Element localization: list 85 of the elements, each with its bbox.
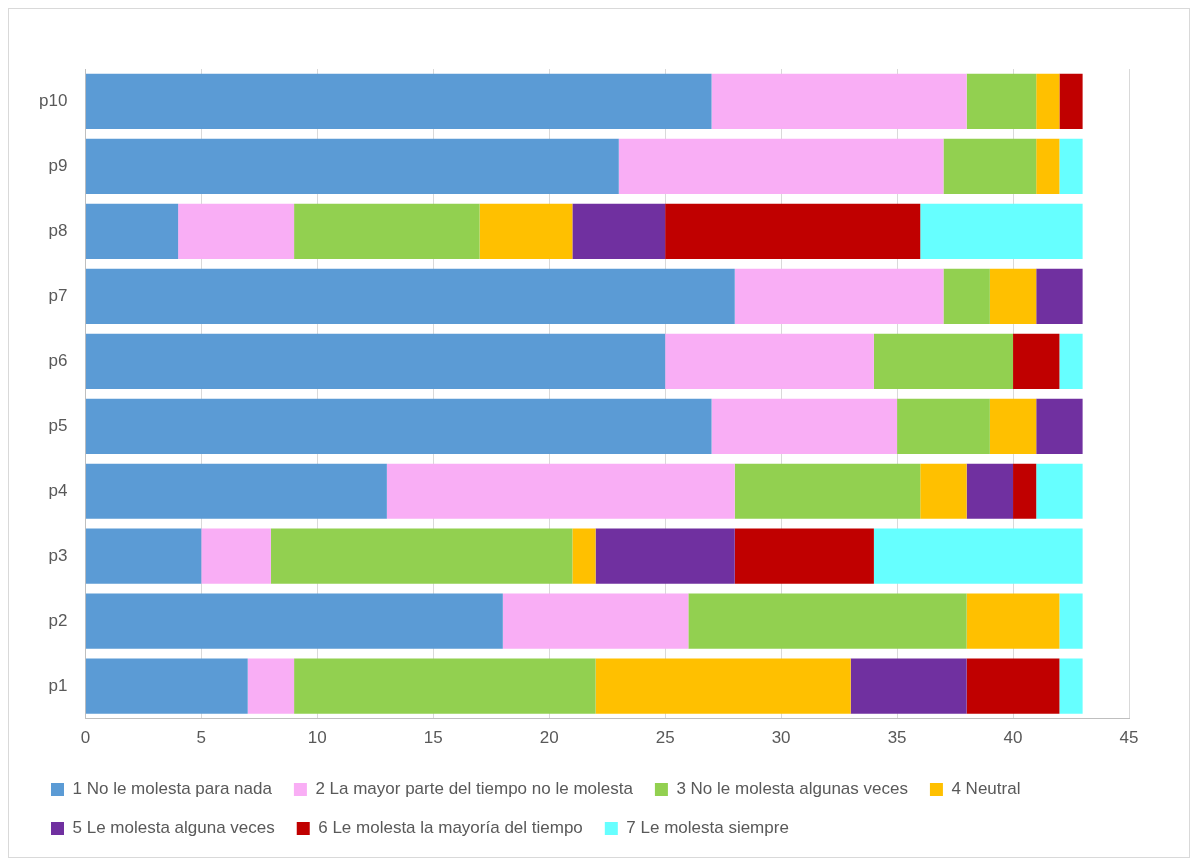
bar	[85, 658, 248, 714]
bar	[85, 398, 712, 454]
legend-label: 6 Le molesta la mayoría del tiempo	[318, 818, 583, 838]
bar	[688, 593, 967, 649]
legend-label: 4 Neutral	[951, 779, 1021, 799]
bar	[294, 203, 480, 260]
bar	[85, 73, 712, 130]
bar	[711, 73, 967, 130]
legend-label: 1 No le molesta para nada	[72, 779, 273, 799]
x-tick-label: 45	[1119, 728, 1139, 748]
y-tick-label: p2	[48, 610, 68, 630]
bar	[1036, 268, 1083, 324]
bar	[897, 398, 990, 454]
bar	[85, 333, 666, 389]
bar	[595, 528, 735, 584]
bar	[85, 268, 735, 324]
bar	[270, 528, 573, 584]
x-tick-label: 35	[887, 728, 907, 748]
bar	[618, 138, 944, 195]
bar	[873, 333, 1014, 389]
x-tick-label: 40	[1003, 728, 1023, 748]
bar	[85, 138, 619, 195]
legend-label: 2 La mayor parte del tiempo no le molesta	[315, 779, 634, 799]
bar	[966, 73, 1037, 130]
bar	[85, 463, 387, 519]
bar	[734, 463, 921, 519]
bar	[1036, 73, 1060, 130]
y-tick-label: p10	[38, 91, 68, 111]
x-tick-label: 0	[80, 728, 91, 748]
bar	[711, 398, 898, 454]
bar	[966, 463, 1014, 519]
bar	[85, 203, 179, 260]
bar	[920, 463, 967, 519]
bar	[966, 658, 1060, 714]
bar	[873, 528, 1083, 584]
y-tick-label: p1	[48, 675, 68, 695]
y-tick-label: p6	[48, 351, 68, 371]
bar	[1036, 398, 1083, 454]
bar	[1013, 463, 1037, 519]
bar	[920, 203, 1083, 260]
bar	[294, 658, 596, 714]
bar	[734, 528, 874, 584]
bar	[665, 333, 874, 389]
bar	[1036, 463, 1083, 519]
bar	[1059, 138, 1083, 195]
bar	[665, 203, 921, 260]
bar	[502, 593, 689, 649]
bar	[1059, 333, 1083, 389]
x-tick-label: 30	[771, 728, 791, 748]
x-tick-label: 5	[196, 728, 207, 748]
bar	[85, 528, 202, 584]
y-tick-label: p5	[48, 415, 68, 435]
bar	[247, 658, 295, 714]
x-tick-label: 15	[423, 728, 443, 748]
x-tick-label: 25	[655, 728, 675, 748]
y-tick-label: p9	[48, 156, 68, 176]
bar	[1013, 333, 1060, 389]
bar	[85, 593, 503, 649]
y-tick-label: p7	[48, 286, 68, 306]
bar	[989, 268, 1037, 324]
bar	[943, 138, 1037, 195]
y-tick-label: p4	[48, 480, 68, 500]
bar	[1036, 138, 1060, 195]
legend-label: 3 No le molesta algunas veces	[676, 779, 908, 799]
legend-label: 5 Le molesta alguna veces	[72, 818, 275, 838]
bar	[572, 528, 596, 584]
bar	[989, 398, 1037, 454]
bar	[479, 203, 573, 260]
y-tick-label: p3	[48, 545, 68, 565]
bar	[595, 658, 851, 714]
bar	[1059, 73, 1083, 130]
legend-label: 7 Le molesta siempre	[626, 818, 789, 838]
bar	[734, 268, 944, 324]
bar	[966, 593, 1060, 649]
bar	[201, 528, 271, 584]
bar	[178, 203, 295, 260]
bar	[1059, 658, 1083, 714]
x-tick-label: 10	[307, 728, 327, 748]
bar	[386, 463, 735, 519]
x-tick-label: 20	[539, 728, 559, 748]
y-tick-label: p8	[48, 221, 68, 241]
bar	[943, 268, 990, 324]
bar	[572, 203, 666, 260]
bar	[1059, 593, 1083, 649]
bar	[850, 658, 967, 714]
